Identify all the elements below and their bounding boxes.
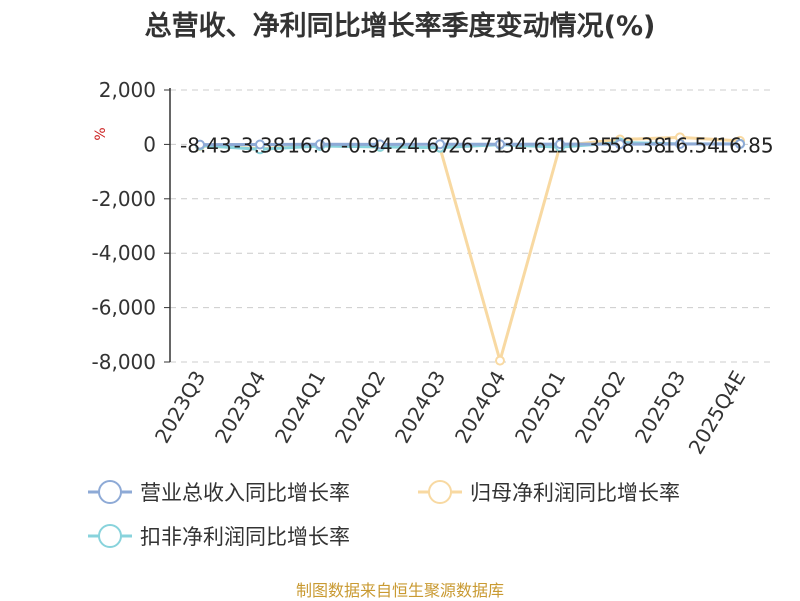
series-point xyxy=(495,139,505,150)
data-label: -3.38 xyxy=(234,133,286,157)
data-label: -8.43 xyxy=(180,133,232,157)
y-tick-label: -8,000 xyxy=(92,350,156,374)
series-point xyxy=(435,139,445,150)
series-point xyxy=(735,138,745,149)
data-label: 16.0 xyxy=(287,133,332,157)
x-tick-label: 2024Q3 xyxy=(390,367,450,448)
legend-swatch-marker xyxy=(428,480,452,504)
y-tick-label: -2,000 xyxy=(92,187,156,211)
series-point xyxy=(255,139,265,150)
data-label: 24.67 xyxy=(395,133,452,157)
series-line xyxy=(199,142,741,147)
x-tick-label: 2024Q4 xyxy=(450,367,510,448)
series-point xyxy=(555,139,565,150)
x-tick-label: 2023Q3 xyxy=(150,367,210,448)
legend-label: 扣非净利润同比增长率 xyxy=(140,525,350,549)
grid-lines xyxy=(170,89,770,363)
x-tick-label: 2025Q1 xyxy=(510,367,570,448)
chart-title: 总营收、净利同比增长率季度变动情况(%) xyxy=(144,11,656,42)
series-point xyxy=(495,355,505,366)
x-tick-label: 2025Q3 xyxy=(630,367,690,448)
data-label: 16.54 xyxy=(663,133,720,157)
data-label: 34.61 xyxy=(502,133,559,157)
x-tick-label: 2023Q4 xyxy=(210,367,270,448)
x-tick-label: 2025Q2 xyxy=(570,367,630,448)
legend-swatch-marker xyxy=(98,480,122,504)
data-label: 16.85 xyxy=(716,133,773,157)
legend-label: 归母净利润同比增长率 xyxy=(470,481,680,505)
series-line xyxy=(199,135,741,363)
series-point xyxy=(195,139,205,150)
source-note: 制图数据来自恒生聚源数据库 xyxy=(295,581,504,600)
x-tick-label: 2025Q4E xyxy=(684,367,751,459)
legend-swatch-marker xyxy=(98,524,122,548)
series-point xyxy=(315,139,325,150)
x-tick-label: 2024Q2 xyxy=(330,367,390,448)
y-tick-label: 2,000 xyxy=(99,78,156,102)
series-point xyxy=(375,139,385,150)
series-point xyxy=(675,138,685,149)
y-axis-label: % xyxy=(93,127,109,140)
data-label: 10.35 xyxy=(555,133,612,157)
data-label: -0.94 xyxy=(341,133,393,157)
y-tick-label: -6,000 xyxy=(92,296,156,320)
legend-item: 归母净利润同比增长率 xyxy=(418,480,680,505)
x-tick-label: 2024Q1 xyxy=(270,367,330,448)
legend-item: 扣非净利润同比增长率 xyxy=(88,524,350,549)
y-tick-label: -4,000 xyxy=(92,241,156,265)
series-point xyxy=(615,139,625,150)
data-label: 58.38 xyxy=(609,133,666,157)
legend-item: 营业总收入同比增长率 xyxy=(88,480,350,505)
data-label: 26.71 xyxy=(448,133,505,157)
y-tick-label: 0 xyxy=(143,132,156,156)
series-lines xyxy=(195,132,745,366)
legend-label: 营业总收入同比增长率 xyxy=(140,481,350,505)
data-labels: -8.43 -3.38 16.0 -0.94 24.6726.7134.6110.355… xyxy=(180,133,774,157)
